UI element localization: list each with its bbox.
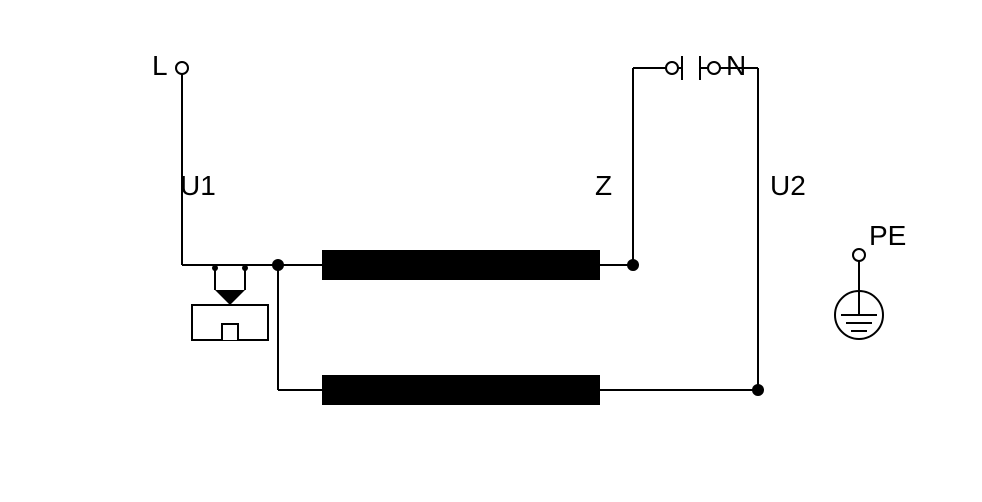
junction-1 — [627, 259, 639, 271]
label-PE: PE — [869, 220, 906, 251]
terminal-PE — [853, 249, 865, 261]
terminal-N_right — [708, 62, 720, 74]
label-L: L — [152, 50, 168, 81]
starter-dot-left — [212, 265, 218, 271]
label-U2: U2 — [770, 170, 806, 201]
label-U1: U1 — [180, 170, 216, 201]
junction-0 — [272, 259, 284, 271]
label-N: N — [726, 50, 746, 81]
bot-element — [322, 375, 600, 405]
top-element — [322, 250, 600, 280]
starter-triangle — [215, 290, 245, 305]
label-Z: Z — [595, 170, 612, 201]
starter-dot-right — [242, 265, 248, 271]
terminal-L — [176, 62, 188, 74]
terminal-N_left — [666, 62, 678, 74]
starter-notch — [222, 324, 238, 340]
junction-2 — [752, 384, 764, 396]
